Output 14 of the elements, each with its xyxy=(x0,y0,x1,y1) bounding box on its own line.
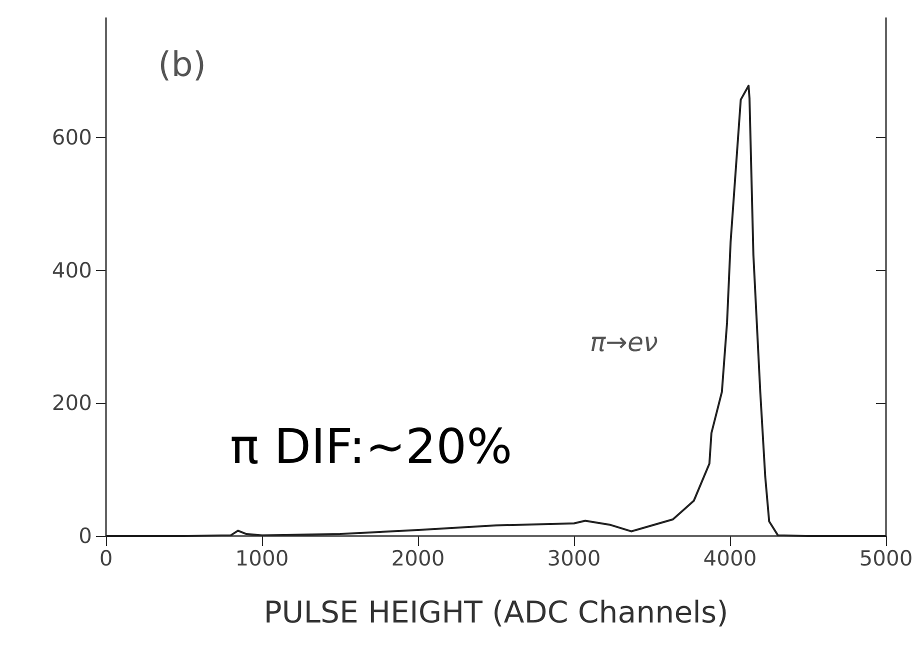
x-axis-title: PULSE HEIGHT (ADC Channels) xyxy=(264,596,728,630)
annotation: π→eν xyxy=(590,328,658,358)
annotation: π DIF:~20% xyxy=(230,419,512,475)
y-tick-label: 400 xyxy=(52,258,92,282)
y-tick-label: 600 xyxy=(52,126,92,150)
x-tick-label: 1000 xyxy=(235,546,289,570)
x-tick-label: 4000 xyxy=(703,546,757,570)
x-tick-label: 2000 xyxy=(391,546,445,570)
y-tick-label: 0 xyxy=(78,524,92,548)
x-tick-label: 0 xyxy=(99,546,113,570)
x-tick-label: 3000 xyxy=(547,546,601,570)
x-tick-label: 5000 xyxy=(859,546,913,570)
y-tick-label: 200 xyxy=(52,391,92,416)
annotation: (b) xyxy=(158,45,206,85)
